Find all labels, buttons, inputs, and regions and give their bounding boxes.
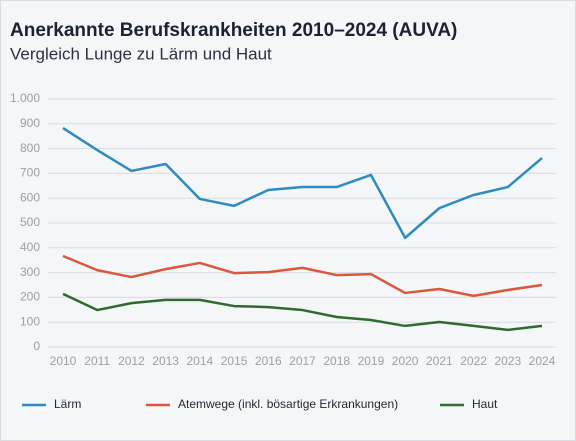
legend-label: Lärm [54,397,81,411]
x-tick-label: 2023 [494,354,521,368]
y-tick-label: 300 [20,265,40,279]
y-tick-label: 100 [20,314,40,328]
x-tick-label: 2021 [426,354,453,368]
y-tick-label: 900 [20,116,40,130]
y-tick-label: 1.000 [10,91,40,105]
y-tick-label: 700 [20,166,40,180]
x-tick-label: 2014 [187,354,214,368]
x-tick-label: 2010 [50,354,77,368]
x-tick-label: 2011 [84,354,110,368]
line [62,292,543,332]
y-tick-label: 800 [20,141,40,155]
line [62,254,543,298]
line [62,126,543,240]
x-tick-label: 2018 [323,354,350,368]
x-tick-label: 2016 [255,354,282,368]
legend-label: Haut [472,397,498,411]
y-tick-label: 200 [20,290,40,304]
y-tick-label: 400 [20,240,40,254]
x-tick-label: 2017 [289,354,316,368]
x-tick-label: 2024 [529,354,556,368]
x-tick-label: 2012 [118,354,145,368]
y-tick-label: 0 [33,339,40,353]
chart-title: Anerkannte Berufskrankheiten 2010–2024 (… [10,20,457,41]
y-tick-label: 600 [20,190,40,204]
chart-subtitle: Vergleich Lunge zu Lärm und Haut [10,44,272,63]
y-tick-label: 500 [20,215,40,229]
x-tick-label: 2020 [392,354,419,368]
legend-label: Atemwege (inkl. bösartige Erkrankungen) [178,397,398,411]
x-tick-label: 2022 [460,354,487,368]
x-tick-label: 2013 [152,354,179,368]
x-tick-label: 2015 [221,354,248,368]
x-tick-label: 2019 [358,354,385,368]
